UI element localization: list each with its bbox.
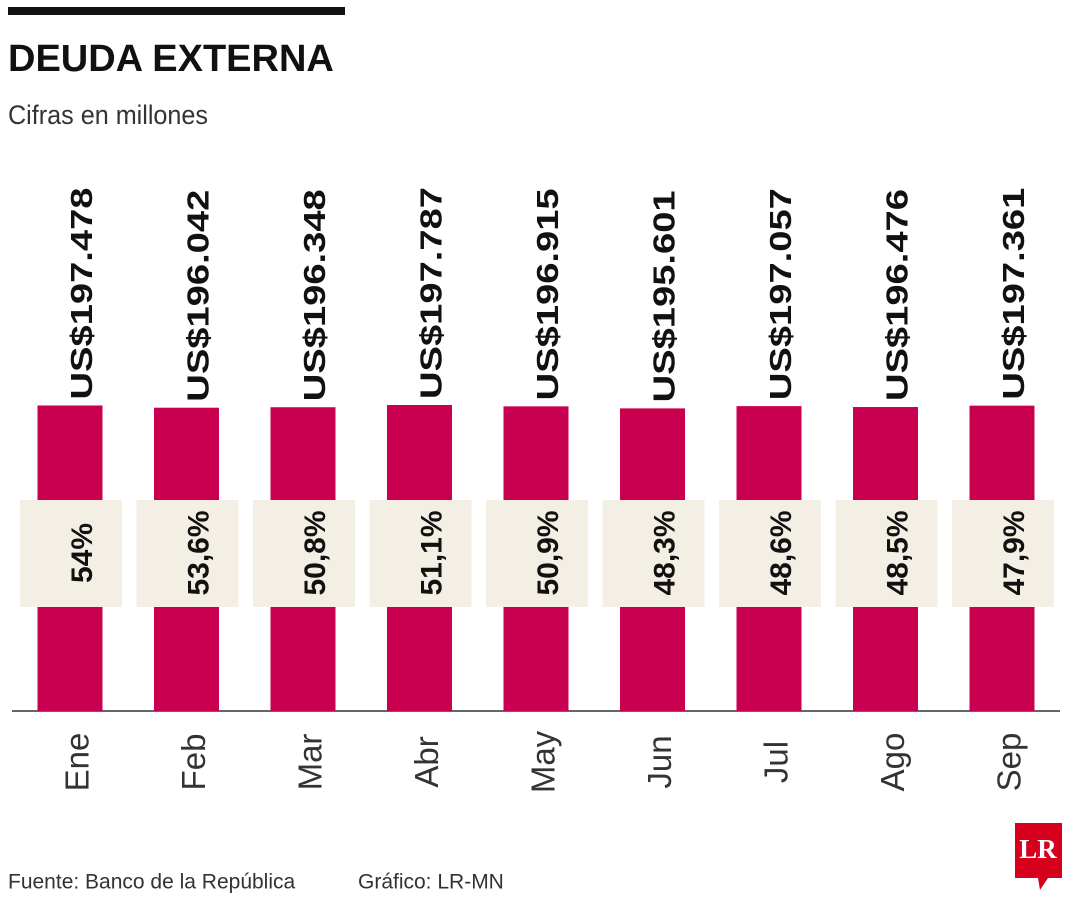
x-tick-label: Ago — [874, 733, 911, 792]
x-tick-label: May — [525, 730, 562, 793]
x-tick-label: Jun — [641, 735, 678, 788]
percent-label: 50,9% — [532, 510, 565, 595]
percent-label: 48,3% — [648, 510, 681, 595]
x-tick-label: Abr — [408, 736, 445, 787]
percent-box — [835, 500, 938, 607]
x-tick-label: Sep — [991, 733, 1028, 792]
value-label: US$197.787 — [414, 187, 449, 399]
percent-label: 53,6% — [182, 510, 215, 595]
percent-box — [20, 500, 122, 607]
value-label: US$196.476 — [880, 189, 915, 401]
percent-box — [369, 500, 472, 607]
source: Fuente: Banco de la República — [8, 871, 296, 894]
percent-box — [952, 500, 1054, 607]
percent-label: 50,8% — [299, 510, 332, 595]
value-label: US$196.915 — [530, 188, 565, 400]
percent-box — [602, 500, 705, 607]
x-tick-label: Feb — [175, 734, 212, 791]
logo: LR — [1019, 834, 1057, 864]
value-label: US$197.361 — [996, 188, 1031, 400]
percent-label: 48,5% — [881, 510, 914, 595]
percent-label: 47,9% — [998, 510, 1031, 595]
credit: Gráfico: LR-MN — [358, 871, 504, 894]
percent-box — [719, 500, 821, 607]
logo-badge — [1015, 823, 1062, 890]
chart-title: DEUDA EXTERNA — [8, 38, 334, 80]
value-label: US$195.601 — [647, 190, 682, 402]
title-rule — [8, 7, 345, 15]
value-label: US$196.348 — [297, 189, 332, 401]
x-tick-label: Ene — [59, 733, 96, 792]
value-label: US$196.042 — [181, 190, 216, 402]
value-label: US$197.478 — [64, 187, 99, 399]
percent-box — [253, 500, 355, 607]
x-tick-label: Mar — [292, 734, 329, 791]
percent-label: 48,6% — [765, 510, 798, 595]
percent-box — [486, 500, 588, 607]
chart-subtitle: Cifras en millones — [8, 100, 208, 130]
value-label: US$197.057 — [763, 188, 798, 400]
x-tick-label: Jul — [758, 741, 795, 783]
percent-label: 51,1% — [415, 510, 448, 595]
percent-label: 54% — [66, 523, 99, 583]
percent-box — [136, 500, 239, 607]
